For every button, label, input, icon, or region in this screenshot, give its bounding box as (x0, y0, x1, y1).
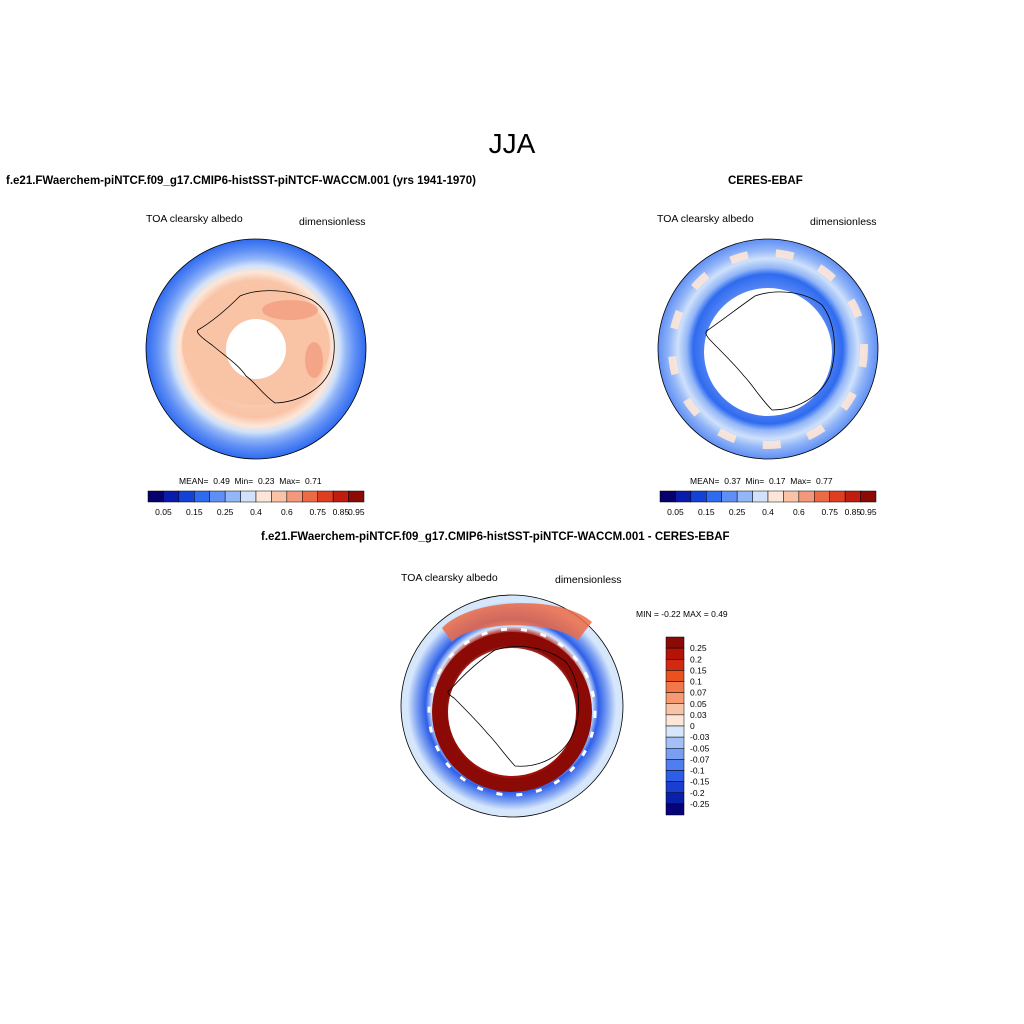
difference-minmax: MIN = -0.22 MAX = 0.49 (636, 609, 728, 619)
panel-1-colorbar-tick-label: 0.4 (250, 507, 262, 517)
difference-colorbar-box (665, 781, 685, 793)
difference-units-label: dimensionless (555, 574, 622, 586)
difference-colorbar-tick-label: 0.15 (690, 665, 707, 675)
panel-1-colorbar-tick-label: 0.95 (348, 507, 365, 517)
difference-colorbar-tick-label: -0.15 (690, 777, 710, 787)
difference-colorbar-tick-label: 0 (690, 721, 695, 731)
difference-colorbar-box (665, 636, 685, 649)
panel-2-colorbar-box (659, 490, 676, 503)
panel-2-colorbar-box (829, 490, 846, 503)
difference-colorbar-tick-label: -0.1 (690, 766, 705, 776)
panel-2-stats: MEAN= 0.37 Min= 0.17 Max= 0.77 (690, 476, 833, 486)
panel-2-colorbar-tick-label: 0.75 (821, 507, 838, 517)
panel-1-colorbar-box (271, 490, 288, 503)
panel-2-colorbar-tick-label: 0.25 (729, 507, 746, 517)
panel-2-colorbar-box (675, 490, 692, 503)
difference-colorbar-box (665, 670, 685, 682)
difference-colorbar-tick-label: -0.2 (690, 788, 705, 798)
difference-colorbar-box (665, 703, 685, 716)
panel-2-colorbar-box (752, 490, 769, 503)
panel-2-colorbar-tick-label: 0.4 (762, 507, 774, 517)
difference-colorbar-box (665, 725, 685, 738)
figure-title: JJA (488, 128, 536, 159)
difference-variable-label: TOA clearsky albedo (401, 572, 498, 584)
difference-colorbar-box (665, 692, 685, 704)
panel-1-colorbar-box (255, 490, 272, 503)
difference-colorbar-box (665, 681, 685, 693)
panel-1-colorbar-box (209, 490, 226, 503)
panel-1-colorbar-box (240, 490, 257, 503)
panel-2-colorbar-box (690, 490, 707, 503)
panel-2-colorbar-box (706, 490, 722, 503)
panel-2-colorbar-tick-label: 0.95 (860, 507, 877, 517)
panel-1-colorbar-tick-label: 0.6 (281, 507, 293, 517)
panel-1-colorbar-tick-label: 0.75 (309, 507, 326, 517)
panel-1-colorbar-box (332, 490, 349, 503)
panel-2-colorbar-tick-label: 0.6 (793, 507, 805, 517)
panel-1-stats: MEAN= 0.49 Min= 0.23 Max= 0.71 (179, 476, 322, 486)
panel-2-coastline (705, 291, 835, 411)
difference-colorbar-tick-label: -0.03 (690, 732, 710, 742)
panel-1-colorbar-box (317, 490, 334, 503)
panel-2-colorbar-tick-label: 0.15 (698, 507, 715, 517)
difference-colorbar-box (665, 714, 685, 727)
panel-2-map (657, 238, 879, 460)
panel-2-colorbar-box (783, 490, 800, 503)
panel-2-colorbar-box (798, 490, 815, 503)
panel-1-colorbar: 0.05 0.15 0.25 0.4 0.6 0.75 0.850.95 (147, 490, 365, 517)
panel-2-colorbar-box (844, 490, 861, 503)
difference-colorbar-box (665, 647, 685, 660)
difference-colorbar-tick-label: 0.05 (690, 699, 707, 709)
panel-2-colorbar-box (860, 490, 877, 503)
difference-colorbar-tick-label: 0.2 (690, 654, 702, 664)
panel-2-colorbar-tick-label: 0.85 (845, 507, 862, 517)
difference-coastline (447, 646, 579, 767)
difference-colorbar-box (665, 748, 685, 760)
difference-colorbar-tick-label: -0.25 (690, 799, 710, 809)
difference-colorbar-box (665, 803, 685, 816)
panel-2-colorbar-box (814, 490, 830, 503)
panel-2-colorbar: 0.05 0.15 0.25 0.4 0.6 0.75 0.850.95 (659, 490, 877, 517)
panel-1-colorbar-box (224, 490, 241, 503)
panel-2-title: CERES-EBAF (728, 175, 803, 187)
panel-1-colorbar-tick-label: 0.25 (217, 507, 234, 517)
difference-colorbar-box (665, 759, 685, 771)
panel-1-variable-label: TOA clearsky albedo (146, 213, 243, 225)
difference-colorbar-tick-label: 0.25 (690, 643, 707, 653)
difference-map (400, 594, 624, 818)
difference-colorbar-tick-label: -0.07 (690, 754, 710, 764)
panel-1-colorbar-box (194, 490, 210, 503)
panel-2-units-label: dimensionless (810, 216, 877, 228)
panel-1-colorbar-tick-label: 0.85 (333, 507, 350, 517)
difference-title: f.e21.FWaerchem-piNTCF.f09_g17.CMIP6-his… (261, 531, 730, 543)
difference-colorbar-tick-label: -0.05 (690, 743, 710, 753)
panel-1-colorbar-box (178, 490, 195, 503)
difference-colorbar-box (665, 736, 685, 749)
panel-1-map (145, 238, 367, 460)
difference-colorbar: 0.250.20.150.10.070.050.030-0.03-0.05-0.… (665, 636, 710, 816)
panel-1-colorbar-box (348, 490, 365, 503)
panel-1-coastline (196, 290, 335, 404)
panel-1-colorbar-box (302, 490, 318, 503)
panel-2-colorbar-box (736, 490, 753, 503)
panel-2-colorbar-tick-label: 0.05 (667, 507, 684, 517)
panel-2-variable-label: TOA clearsky albedo (657, 213, 754, 225)
difference-colorbar-box (665, 792, 685, 805)
panel-1-title: f.e21.FWaerchem-piNTCF.f09_g17.CMIP6-his… (6, 175, 476, 187)
panel-1-colorbar-tick-label: 0.05 (155, 507, 172, 517)
panel-2-colorbar-box (721, 490, 738, 503)
difference-colorbar-tick-label: 0.07 (690, 688, 707, 698)
difference-colorbar-tick-label: 0.1 (690, 677, 702, 687)
difference-colorbar-box (665, 770, 685, 782)
panel-2-colorbar-box (767, 490, 784, 503)
panel-1-colorbar-box (286, 490, 303, 503)
difference-colorbar-box (665, 659, 685, 671)
panel-1-colorbar-box (163, 490, 180, 503)
difference-colorbar-tick-label: 0.03 (690, 710, 707, 720)
panel-1-units-label: dimensionless (299, 216, 366, 228)
panel-1-colorbar-tick-label: 0.15 (186, 507, 203, 517)
panel-1-colorbar-box (147, 490, 164, 503)
